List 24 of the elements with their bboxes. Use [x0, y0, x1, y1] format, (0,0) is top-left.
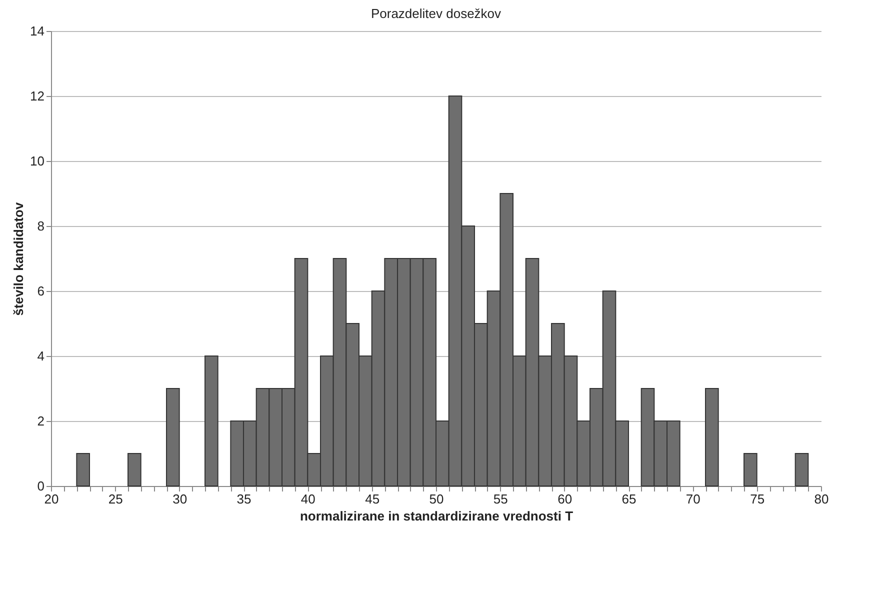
x-tick-label: 40 [300, 492, 316, 506]
x-tick-label: 20 [44, 492, 59, 506]
y-tick-label: 2 [37, 414, 44, 428]
x-tick-label: 55 [493, 492, 508, 506]
x-axis-title: normalizirane in standardizirane vrednosti T [300, 508, 574, 524]
x-tick-label: 65 [622, 492, 636, 506]
x-tick-label: 75 [750, 492, 765, 506]
x-tick-label: 35 [236, 492, 252, 506]
y-tick-label: 10 [30, 154, 44, 168]
y-tick-label: 12 [30, 88, 44, 104]
y-tick-label: 14 [30, 24, 44, 38]
x-tick-label: 50 [429, 492, 444, 506]
x-tick-label: 70 [686, 492, 700, 506]
y-tick-label: 6 [37, 284, 44, 298]
y-tick-label: 8 [37, 218, 44, 234]
x-tick-label: 25 [108, 492, 123, 506]
y-axis-title: število kandidatov [11, 202, 26, 316]
chart-title: Porazdelitev dosežkov [370, 6, 502, 21]
x-tick-label: 30 [172, 492, 188, 506]
x-tick-label: 45 [365, 492, 380, 506]
y-tick-label: 4 [37, 348, 44, 364]
x-tick-label: 80 [814, 492, 829, 506]
y-tick-label: 0 [37, 478, 44, 494]
x-tick-label: 60 [558, 492, 572, 506]
